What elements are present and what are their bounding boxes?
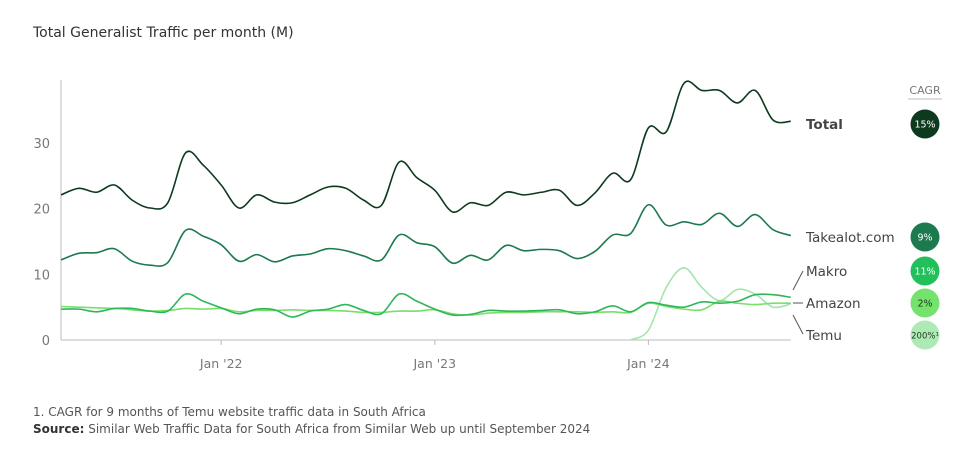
source-text: Similar Web Traffic Data for South Afric… xyxy=(84,422,591,436)
leader-line-makro xyxy=(792,270,804,291)
series-line-makro xyxy=(60,292,791,318)
cagr-badge-makro xyxy=(910,256,940,286)
y-tick-label: 30 xyxy=(33,137,50,152)
legend-title: CAGR xyxy=(909,84,941,97)
y-tick-label: 0 xyxy=(42,334,50,349)
y-tick-label: 10 xyxy=(33,268,50,283)
legend-label-total: Total xyxy=(806,117,843,133)
series-line-amazon xyxy=(60,300,791,316)
x-tick-label: Jan '24 xyxy=(626,356,670,371)
cagr-value-takealot-com: 9% xyxy=(917,233,932,244)
cagr-value-temu: 200%¹ xyxy=(911,332,939,342)
source-label: Source: xyxy=(33,422,85,436)
footnotes: 1. CAGR for 9 months of Temu website tra… xyxy=(33,404,590,438)
series-line-temu xyxy=(630,266,791,341)
series-line-total xyxy=(60,80,791,213)
footnote: 1. CAGR for 9 months of Temu website tra… xyxy=(33,405,426,419)
line-chart: 0 10 20 30 Jan '22 Jan '23 Jan '24 CAGR Total 15%… xyxy=(33,80,942,371)
cagr-badge-temu xyxy=(910,320,940,350)
cagr-badge-amazon xyxy=(910,288,940,318)
legend-label-temu: Temu xyxy=(805,328,842,344)
leader-line-temu xyxy=(792,314,804,335)
chart-title: Total Generalist Traffic per month (M) xyxy=(33,25,294,41)
y-tick-label: 20 xyxy=(33,203,50,218)
x-tick-label: Jan '22 xyxy=(199,356,243,371)
legend-label-makro: Makro xyxy=(806,264,847,280)
x-tick-label: Jan '23 xyxy=(413,356,457,371)
cagr-badge-takealot-com xyxy=(910,222,940,252)
legend-label-amazon: Amazon xyxy=(806,296,861,312)
source-line: Source: Similar Web Traffic Data for Sou… xyxy=(33,421,590,438)
legend-label-takealot-com: Takealot.com xyxy=(805,230,895,246)
cagr-value-makro: 11% xyxy=(914,267,935,278)
cagr-badge-total xyxy=(910,109,940,139)
cagr-value-total: 15% xyxy=(914,120,935,131)
series-line-takealot-com xyxy=(60,203,792,267)
cagr-value-amazon: 2% xyxy=(917,299,932,310)
